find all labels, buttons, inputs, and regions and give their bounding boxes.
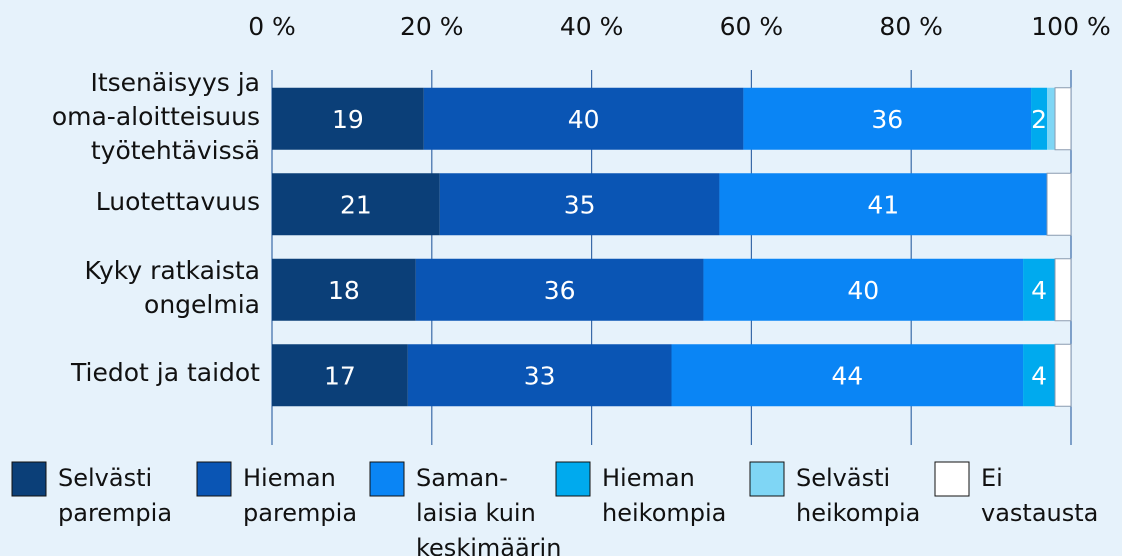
legend-label: Ei vastausta <box>981 464 1099 527</box>
x-tick-label: 0 % <box>248 12 296 41</box>
category-label: Luotettavuus <box>95 187 260 217</box>
data-label: 2 <box>1031 105 1047 134</box>
data-label: 18 <box>328 276 360 305</box>
bar-segment <box>1046 172 1072 236</box>
bar-segment <box>272 258 416 321</box>
bar-segment <box>1054 87 1072 151</box>
bar-segment <box>671 344 1024 407</box>
bar-segment <box>743 87 1032 150</box>
bar-segment <box>272 173 440 236</box>
legend-label: Selvästi parempia <box>58 464 173 527</box>
bar-segment <box>1054 258 1072 322</box>
data-label: 33 <box>524 361 556 390</box>
data-label: 40 <box>847 276 879 305</box>
data-label: 36 <box>871 105 903 134</box>
data-label: 35 <box>564 190 596 219</box>
bar-segment <box>1047 87 1056 150</box>
data-label: 40 <box>568 105 600 134</box>
bar-segment <box>1023 258 1056 321</box>
x-tick-label: 80 % <box>879 12 943 41</box>
bar-segment <box>272 344 408 407</box>
legend-swatch <box>369 461 405 497</box>
legend-label: Saman- laisia kuin keskimäärin <box>416 464 562 556</box>
x-tick-label: 40 % <box>559 12 624 41</box>
data-label: 19 <box>332 105 364 134</box>
legend-swatch <box>196 461 232 497</box>
x-tick-label: 20 % <box>400 12 464 41</box>
x-tick-label: 100 % <box>1031 12 1111 41</box>
bar-segment <box>415 258 704 321</box>
bar-segment <box>719 173 1048 236</box>
legend-swatch <box>555 461 591 497</box>
data-label: 44 <box>831 361 863 390</box>
legend-label: Hieman heikompia <box>602 464 727 527</box>
bar-segment <box>423 87 744 150</box>
category-label: Kyky ratkaista ongelmia <box>84 255 260 319</box>
bar-segment <box>407 344 672 407</box>
data-label: 41 <box>867 190 899 219</box>
category-label: Tiedot ja taidot <box>71 358 260 388</box>
data-label: 17 <box>324 361 356 390</box>
bar-segment <box>1031 87 1048 150</box>
bar-segment <box>1054 343 1072 407</box>
legend-label: Hieman parempia <box>243 464 358 527</box>
legend-label: Selvästi heikompia <box>796 464 921 527</box>
x-tick-label: 60 % <box>719 12 784 41</box>
data-label: 36 <box>544 276 576 305</box>
legend-swatch <box>934 461 970 497</box>
category-label: Itsenäisyys ja oma-aloitteisuus työtehtä… <box>51 67 260 165</box>
bar-segment <box>703 258 1024 321</box>
bar-segment <box>1023 344 1056 407</box>
data-label: 4 <box>1031 361 1047 390</box>
legend-swatch <box>749 461 785 497</box>
bar-segment <box>272 87 424 150</box>
data-label: 21 <box>340 190 372 219</box>
data-label: 4 <box>1031 276 1047 305</box>
bar-segment <box>439 173 720 236</box>
legend-swatch <box>11 461 47 497</box>
